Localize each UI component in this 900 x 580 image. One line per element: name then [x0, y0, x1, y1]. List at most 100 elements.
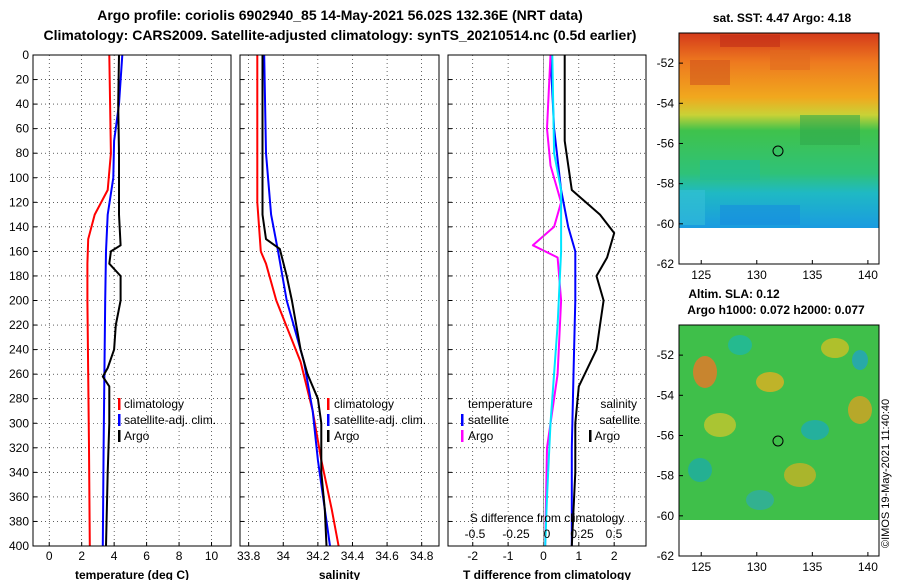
- series-line-satellite-adj-clim-: [101, 54, 124, 547]
- map-y-tick-label: -52: [657, 348, 675, 362]
- temperature-legend: climatology satellite-adj. clim. Argo: [118, 397, 216, 443]
- map-x-tick-label: 130: [747, 268, 767, 282]
- map-y-tick-label: -54: [657, 96, 675, 110]
- series-line-climatology: [86, 54, 112, 547]
- depth-tick-label: 220: [9, 318, 29, 332]
- map-y-tick-label: -58: [657, 177, 675, 191]
- sla-map-title: Altim. SLA: 0.12: [688, 287, 780, 301]
- x-tick-label: 34.6: [375, 549, 399, 563]
- map-x-tick-label: 135: [802, 268, 822, 282]
- x-tick-label: 1: [575, 549, 582, 563]
- map-y-tick-label: -52: [657, 56, 675, 70]
- difference-legend-temperature: temperature satellite Argo: [461, 397, 533, 443]
- map-y-tick-label: -56: [657, 428, 675, 442]
- map-y-tick-label: -60: [657, 509, 675, 523]
- legend-label-argo: Argo: [124, 429, 150, 443]
- depth-tick-label: 160: [9, 244, 29, 258]
- series-line-argo: [261, 55, 328, 547]
- legend-swatch-argo: [118, 430, 121, 442]
- series-line-t-satellite: [549, 54, 577, 546]
- depth-tick-label: 340: [9, 465, 29, 479]
- depth-tick-label: 260: [9, 367, 29, 381]
- legend-label-climatology: climatology: [334, 397, 394, 411]
- depth-tick-label: 20: [16, 73, 30, 87]
- depth-tick-label: 140: [9, 220, 29, 234]
- map-y-tick-label: -62: [657, 549, 675, 563]
- sst-land-mask: [679, 228, 879, 264]
- x-axis-label: salinity: [319, 568, 361, 580]
- depth-tick-label: 400: [9, 539, 29, 553]
- sla-map: Altim. SLA: 0.12 Argo h1000: 0.072 h2000…: [657, 287, 880, 574]
- x2-tick-label: -0.25: [502, 527, 530, 541]
- x-tick-label: 6: [143, 549, 150, 563]
- x-tick-label: 33.8: [237, 549, 261, 563]
- sla-land-mask: [679, 520, 879, 556]
- legend-label-t-argo: Argo: [468, 429, 494, 443]
- depth-tick-label: 200: [9, 294, 29, 308]
- title-line-2: Climatology: CARS2009. Satellite-adjuste…: [44, 27, 637, 43]
- legend-swatch-t-satellite: [461, 414, 464, 426]
- map-y-tick-label: -62: [657, 257, 675, 271]
- map-x-tick-label: 125: [691, 560, 711, 574]
- sst-map-title: sat. SST: 4.47 Argo: 4.18: [713, 11, 852, 25]
- depth-tick-label: 120: [9, 195, 29, 209]
- depth-tick-label: 360: [9, 490, 29, 504]
- sst-field-texture: [680, 35, 860, 225]
- difference-legend-salinity: salinity satellite Argo: [589, 397, 640, 443]
- legend-label-argo: Argo: [334, 429, 360, 443]
- legend-swatch-satellite: [118, 414, 121, 426]
- sst-argo-marker: [772, 145, 784, 157]
- map-x-tick-label: 130: [747, 560, 767, 574]
- x2-tick-label: 0.25: [570, 527, 594, 541]
- series-line-s-satellite: [544, 54, 563, 547]
- x2-tick-label: 0.5: [606, 527, 623, 541]
- series-line-argo: [101, 54, 122, 547]
- sst-map-ticks: 125 130 135 140 -52 -54 -56 -58 -60 -62: [657, 56, 879, 282]
- legend-heading-salinity: salinity: [600, 397, 637, 411]
- map-y-tick-label: -60: [657, 217, 675, 231]
- x-tick-label: 2: [78, 549, 85, 563]
- x-axis-label: T difference from climatology: [463, 568, 631, 580]
- depth-tick-label: 300: [9, 416, 29, 430]
- watermark: ©IMOS 19-May-2021 11:40:40: [880, 399, 892, 548]
- title-line-1: Argo profile: coriolis 6902940_85 14-May…: [97, 7, 583, 23]
- legend-swatch-s-argo: [589, 430, 592, 442]
- x-tick-label: 4: [111, 549, 118, 563]
- map-x-tick-label: 125: [691, 268, 711, 282]
- sla-field-texture: [688, 335, 872, 510]
- x-tick-label: 0: [46, 549, 53, 563]
- legend-heading-temperature: temperature: [468, 397, 533, 411]
- x-tick-label: 10: [205, 549, 219, 563]
- x-tick-label: 34.4: [341, 549, 365, 563]
- plot-frame: [447, 54, 647, 547]
- legend-swatch-t-argo: [461, 430, 464, 442]
- s-difference-axis-label: S difference from climatology: [470, 511, 625, 525]
- map-x-tick-label: 140: [858, 268, 878, 282]
- sst-map: sat. SST: 4.47 Argo: 4.18 125 130 135 140 -5…: [657, 11, 880, 282]
- sla-map-subtitle: Argo h1000: 0.072 h2000: 0.077: [687, 303, 865, 317]
- series-line-s-argo: [563, 55, 616, 547]
- s-difference-ticks: -0.5 -0.25 0 0.25 0.5: [465, 527, 623, 541]
- salinity-plot: 33.8 34 34.2 34.4 34.6 34.8 salinity: [237, 54, 440, 580]
- depth-tick-label: 380: [9, 514, 29, 528]
- sla-map-ticks: 125 130 135 140 -52 -54 -56 -58 -60 -62: [657, 348, 879, 574]
- legend-swatch-satellite: [327, 414, 330, 426]
- map-x-tick-label: 135: [802, 560, 822, 574]
- salinity-legend: climatology satellite-adj. clim. Argo: [327, 397, 426, 443]
- depth-tick-label: 240: [9, 343, 29, 357]
- x2-tick-label: -0.5: [465, 527, 486, 541]
- legend-label-s-argo: Argo: [595, 429, 621, 443]
- sla-map-frame: [678, 324, 880, 557]
- difference-plot: -2 -1 0 1 2 T difference from climatology: [447, 54, 647, 580]
- legend-label-s-satellite: satellite: [599, 413, 640, 427]
- x-axis-label: temperature (deg C): [75, 568, 189, 580]
- legend-label-climatology: climatology: [124, 397, 184, 411]
- depth-tick-label: 320: [9, 441, 29, 455]
- plot-frame: [32, 54, 232, 547]
- x2-tick-label: 0: [544, 527, 551, 541]
- depth-tick-label: 100: [9, 171, 29, 185]
- sla-argo-marker: [772, 435, 784, 447]
- series-line-t-argo: [531, 54, 563, 547]
- x-tick-label: 0: [540, 549, 547, 563]
